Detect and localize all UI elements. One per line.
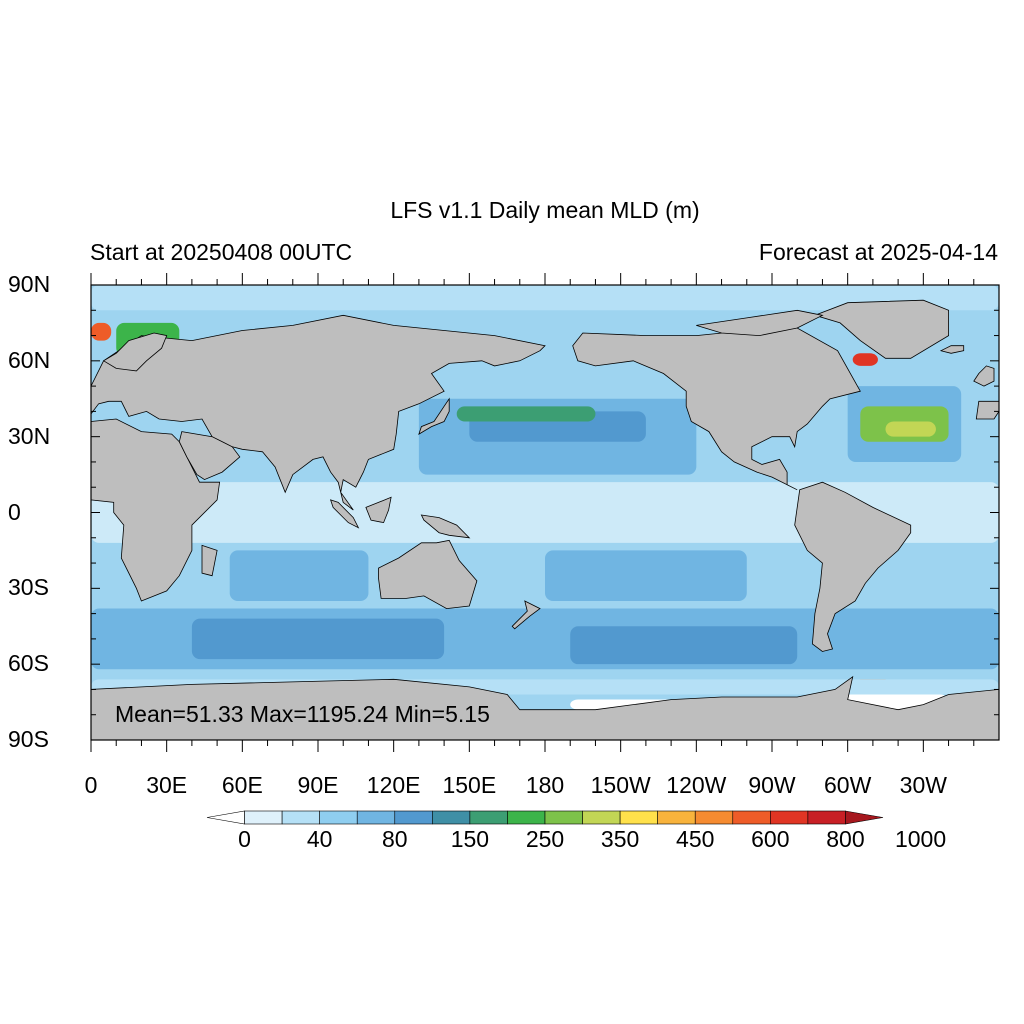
- colorbar-swatch: [244, 810, 283, 825]
- equatorial-band: [91, 482, 999, 543]
- land-uk-ireland: [973, 365, 995, 387]
- land-antarctica: [90, 675, 1000, 741]
- greenland-sea-peak: [91, 322, 112, 341]
- lon-label: 150E: [442, 772, 497, 798]
- lon-label: 0: [84, 772, 98, 798]
- colorbar-label: 600: [751, 826, 790, 852]
- lat-label: 0: [8, 498, 21, 525]
- north-atlantic-peak: [885, 421, 936, 437]
- colorbar-label: 350: [600, 826, 640, 852]
- colorbar-swatch: [619, 810, 658, 825]
- south-pacific-gyre: [545, 550, 747, 601]
- colorbar-swatch: [582, 810, 621, 825]
- colorbar-swatch: [394, 810, 433, 825]
- ocean-field: [91, 285, 999, 740]
- colorbar-swatch: [281, 810, 320, 825]
- land-south-america: [794, 481, 912, 652]
- colorbar-label: 250: [525, 826, 565, 852]
- lat-label: 90S: [8, 726, 49, 752]
- lon-label: 30W: [899, 772, 947, 798]
- lat-label: 60N: [8, 346, 51, 373]
- land-north-america: [572, 327, 861, 491]
- colorbar-swatch: [770, 810, 809, 825]
- map-title: LFS v1.1 Daily mean MLD (m): [390, 197, 700, 223]
- land-iceland: [939, 345, 965, 354]
- lon-label: 120W: [666, 772, 727, 798]
- lat-label: 30S: [8, 574, 49, 601]
- south-indian-gyre: [229, 550, 369, 601]
- land-masses: [90, 299, 1000, 741]
- colorbar-label: 0: [238, 826, 251, 852]
- lon-label: 180: [525, 772, 565, 798]
- colorbar-label: 150: [450, 826, 490, 852]
- land-borneo: [365, 496, 392, 524]
- land-canadian-archipelago: [696, 309, 824, 337]
- labrador-sea-peak: [852, 353, 878, 366]
- colorbar-label: 450: [676, 826, 715, 852]
- land-madagascar: [201, 544, 218, 577]
- colorbar-swatch: [544, 810, 583, 825]
- colorbar-swatch: [356, 810, 396, 825]
- land-new-guinea: [420, 514, 471, 539]
- land-europe-asia: [90, 314, 546, 511]
- colorbar-swatch: [469, 810, 508, 825]
- lon-label: 90E: [297, 772, 339, 798]
- land-new-zealand: [511, 600, 541, 630]
- land-japan: [418, 397, 450, 435]
- colorbar-label: 40: [306, 826, 333, 852]
- lon-label: 90W: [748, 772, 796, 798]
- southern-indian-core: [191, 618, 445, 660]
- land-arabia: [178, 431, 241, 481]
- lat-label: 90N: [8, 271, 51, 297]
- colorbar-swatch: [319, 810, 358, 825]
- forecast-time-label: Forecast at 2025-04-14: [758, 239, 998, 265]
- land-greenland: [813, 299, 949, 359]
- land-scandinavia: [102, 332, 168, 372]
- land-africa: [90, 418, 221, 602]
- stats-annotation: Mean=51.33 Max=1195.24 Min=5.15: [115, 701, 490, 727]
- axis-ticks: [90, 273, 999, 752]
- lon-label: 150W: [590, 772, 651, 798]
- land-iberia-west: [975, 400, 1000, 420]
- start-time-label: Start at 20250408 00UTC: [90, 239, 353, 265]
- colorbar-swatch: [694, 810, 734, 825]
- land-australia: [378, 539, 478, 610]
- colorbar-label: 80: [381, 826, 408, 852]
- southern-pacific-core: [570, 626, 798, 665]
- colorbar-swatch: [507, 810, 546, 825]
- colorbar-swatch: [845, 810, 884, 825]
- colorbar-swatch: [432, 810, 471, 825]
- lon-label: 120E: [366, 772, 421, 798]
- colorbar-swatch: [206, 810, 245, 825]
- colorbar-label: 800: [826, 826, 865, 852]
- colorbar-swatch: [807, 810, 846, 825]
- lat-label: 60S: [8, 650, 49, 677]
- colorbar-label: 1000: [894, 826, 947, 852]
- kuroshio-extension: [456, 406, 596, 422]
- lon-label: 30E: [146, 772, 188, 798]
- lon-label: 60W: [824, 772, 872, 798]
- lat-label: 30N: [8, 422, 51, 449]
- lon-label: 60E: [221, 772, 263, 798]
- land-sumatra: [329, 499, 360, 529]
- arctic-band: [91, 285, 999, 311]
- colorbar-swatch: [732, 810, 771, 825]
- colorbar-swatch: [657, 810, 696, 825]
- colorbar: [206, 810, 884, 825]
